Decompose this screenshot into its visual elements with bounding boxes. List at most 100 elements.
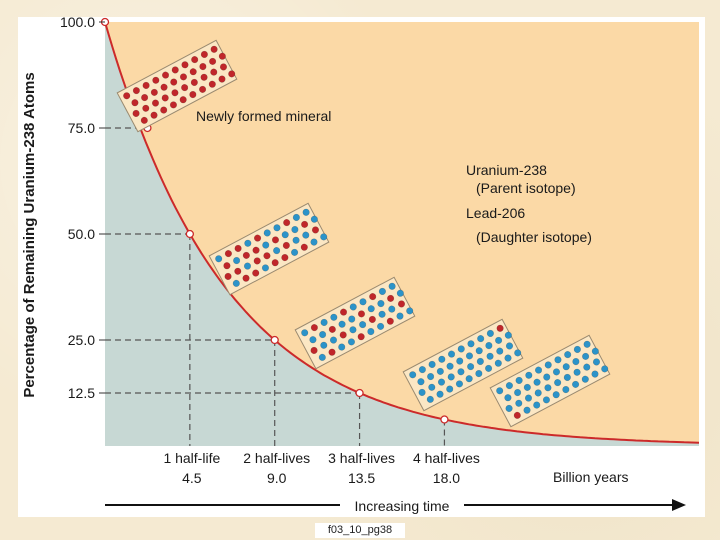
uranium-atom [140,116,148,124]
x-tick-label: 4 half-lives [413,450,480,466]
lead-atom [301,329,309,337]
lead-atom [428,383,436,391]
uranium-atom [242,251,250,259]
lead-atom [467,340,475,348]
lead-atom [418,388,426,396]
lead-atom [467,363,475,371]
uranium-atom [160,83,168,91]
uranium-atom [170,78,178,86]
uranium-atom [152,76,160,84]
lead-atom [496,347,504,355]
lead-atom [436,390,444,398]
decay-curve [104,21,700,444]
lead-atom [465,352,474,360]
lead-atom [243,262,252,270]
uranium-atom [328,348,336,356]
uranium-atom [224,250,232,258]
uranium-atom [397,300,406,308]
lead-atom [591,370,599,378]
lead-atom [426,395,434,403]
lead-atom [477,335,485,343]
lead-atom [465,375,473,383]
lead-atom [291,226,299,234]
lead-atom [581,375,589,383]
annotation-newly-formed: Newly formed mineral [196,108,331,124]
uranium-atom [281,253,289,262]
crystal [489,334,611,428]
lead-atom [427,372,435,381]
lead-atom [318,353,326,361]
uranium-atom [496,324,504,332]
uranium-atom [228,70,236,78]
crystal [208,202,330,296]
lead-atom [544,384,552,392]
uranium-atom [142,81,150,89]
x-tick-value: 18.0 [433,470,460,486]
x-tick-value: 9.0 [267,470,287,486]
x-tick-labels: 1 half-life 4.5 2 half-lives 9.0 3 half-live… [163,450,479,486]
time-arrow-head [672,499,686,511]
lead-atom [554,356,562,364]
x-axis-label: Increasing time [355,498,450,514]
uranium-atom [208,80,216,88]
y-tick-label: 75.0 [68,120,95,136]
uranium-atom [150,111,158,119]
lead-atom [554,379,562,387]
lead-atom [533,378,541,386]
lead-atom [564,351,572,359]
uranium-atom [357,333,365,341]
lead-atom [476,357,484,365]
lead-atom [533,401,541,409]
lead-atom [367,327,375,336]
lead-atom [388,282,396,290]
uranium-atom [160,106,168,114]
lead-atom [310,215,318,223]
lead-atom [542,396,550,404]
uranium-atom [199,63,207,71]
uranium-atom [263,252,271,260]
lead-atom [523,383,531,391]
lead-atom [428,360,436,368]
lead-atom [438,355,446,363]
lead-atom [591,347,599,355]
lead-atom [330,313,338,321]
mineral-crystals [116,39,611,428]
lead-atom [378,310,386,318]
crystal [116,39,238,133]
lead-atom [514,349,522,357]
uranium-atom [224,272,232,280]
lead-atom [583,340,591,348]
uranium-atom [271,236,280,244]
uranium-atom [209,57,217,65]
y-tick-label: 12.5 [68,385,95,401]
uranium-atom [386,317,394,325]
y-tick-labels: 100.0 75.0 50.0 25.0 12.5 [60,17,105,401]
data-point [355,388,364,398]
uranium-atom [234,244,242,252]
crystal [294,276,416,370]
uranium-atom [301,220,309,228]
y-tick-label: 50.0 [68,226,95,242]
lead-atom [504,394,512,402]
uranium-atom [200,50,208,58]
lead-atom [455,380,463,388]
lead-atom [377,322,385,330]
lead-atom [552,368,561,376]
uranium-atom [223,262,231,270]
x-label-backdrop [340,495,464,515]
figure-caption: f03_10_pg38 [315,523,405,538]
lead-atom [563,373,571,381]
legend-lead-sub: (Daughter isotope) [476,229,592,245]
data-point [185,229,195,239]
uranium-atom [189,68,197,76]
uranium-atom [151,99,160,107]
lead-atom [261,264,269,272]
lead-atom [505,404,513,412]
half-life-figure: 100.0 75.0 50.0 25.0 12.5 1 half-life 4.5 2 ha… [18,17,705,517]
lead-atom [573,345,581,353]
lead-atom [273,247,281,255]
lead-atom [446,385,454,393]
lead-atom [486,329,494,337]
lead-atom [347,338,355,346]
uranium-atom [190,78,198,86]
